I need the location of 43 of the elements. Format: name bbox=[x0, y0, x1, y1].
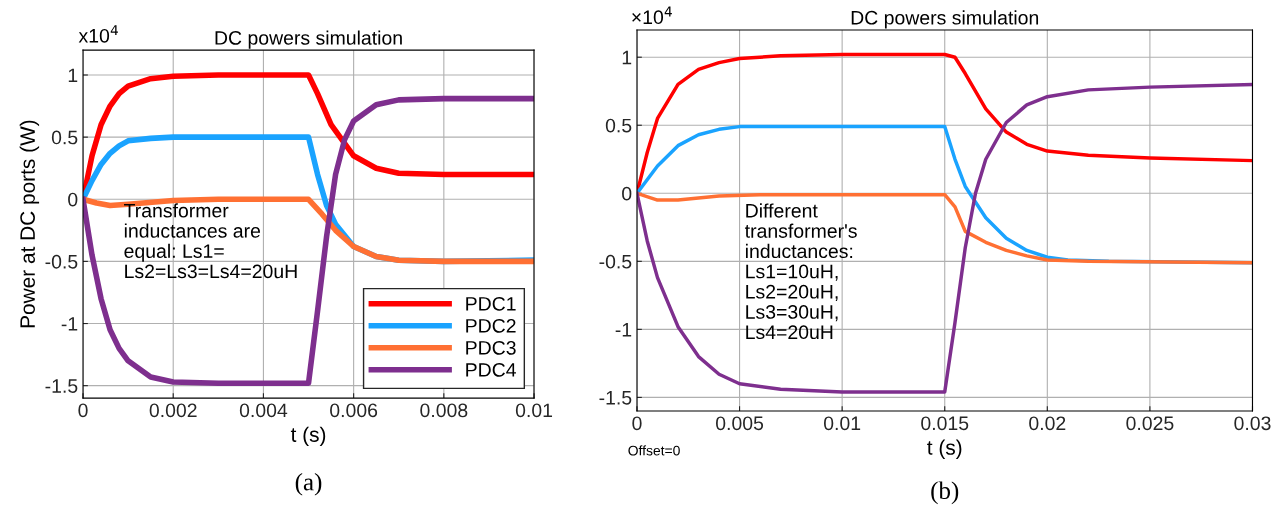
y-tick-label: 1 bbox=[622, 50, 632, 65]
y-axis-title: Power at DC ports (W) bbox=[19, 120, 40, 328]
line-series bbox=[636, 82, 1253, 394]
x-tick-label: 0.01 bbox=[515, 403, 553, 418]
y-tick-label: -1 bbox=[61, 317, 78, 331]
text: ×10$^{4}$ bbox=[632, 6, 672, 25]
y-tick-label: -0.5 bbox=[599, 254, 632, 269]
x-tick-label: 0.008 bbox=[420, 403, 468, 418]
chart-title: DC powers simulation bbox=[851, 10, 1039, 29]
line-series bbox=[636, 191, 1253, 265]
x-tick-label: 0.02 bbox=[1029, 416, 1066, 431]
x-axis-title: t (s) bbox=[290, 426, 326, 447]
x-axis-title: t (s) bbox=[927, 439, 962, 459]
y-tick-label: -1 bbox=[615, 323, 632, 337]
x-tick-label: 0.015 bbox=[921, 416, 969, 431]
x-tick-label: 0.002 bbox=[149, 403, 197, 418]
x-tick-label: 0 bbox=[632, 416, 642, 431]
annotation: Different transformer's inductances: Ls1=10uH, Ls2=20uH, Ls3=30uH, Ls4=20uH bbox=[744, 203, 857, 340]
x-tick-label: 0.004 bbox=[239, 403, 288, 418]
y-tick-label: -1.5 bbox=[45, 379, 78, 393]
y-tick-label: -1.5 bbox=[599, 391, 632, 405]
x-tick-label: 0.01 bbox=[823, 416, 861, 431]
x-tick-label: 0.03 bbox=[1234, 416, 1271, 431]
text: Offset=0 bbox=[628, 445, 680, 456]
y-tick-label: 0.5 bbox=[51, 130, 78, 145]
text: (b) bbox=[931, 481, 959, 505]
chart-title: DC powers simulation bbox=[215, 30, 402, 49]
y-tick-label: -0.5 bbox=[45, 254, 78, 269]
y-tick-label: 1 bbox=[68, 68, 78, 83]
x-tick-label: 0.006 bbox=[330, 403, 378, 418]
legend-label: PDC2 bbox=[466, 318, 516, 333]
x-tick-label: 0 bbox=[78, 403, 88, 418]
y-tick-label: 0 bbox=[68, 192, 78, 207]
annotation: Transformer inductances are equal: Ls1= Ls2=Ls3=Ls4=20uH bbox=[124, 203, 297, 279]
legend-label: PDC4 bbox=[466, 362, 516, 377]
y-tick-label: 0 bbox=[622, 186, 632, 201]
legend-label: PDC3 bbox=[466, 340, 516, 355]
y-tick-label: 0.5 bbox=[605, 118, 632, 133]
text: (a) bbox=[295, 472, 322, 496]
legend-label: PDC1 bbox=[466, 296, 516, 311]
x-tick-label: 0.025 bbox=[1126, 416, 1174, 431]
x-tick-label: 0.005 bbox=[715, 416, 764, 431]
text: x10$^{4}$ bbox=[78, 25, 118, 43]
